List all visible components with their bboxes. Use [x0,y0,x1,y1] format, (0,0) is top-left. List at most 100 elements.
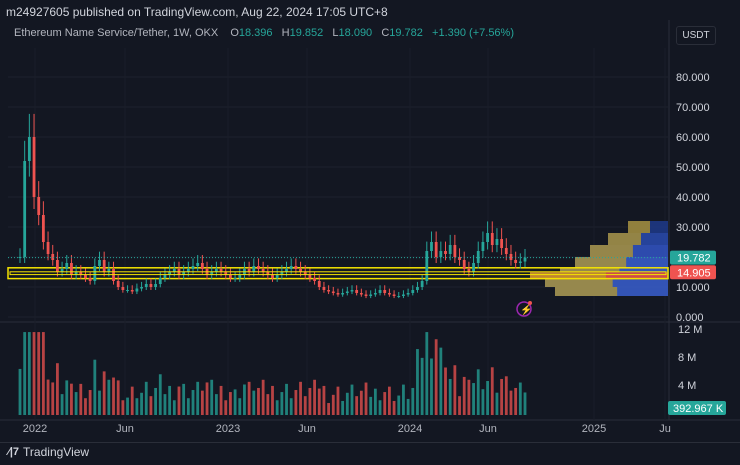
change-value: +1.390 (+7.56%) [432,27,514,39]
candle-body [51,254,55,260]
candle-body [154,284,158,287]
volume-bar [233,389,237,415]
candle-body [163,275,167,278]
candle-body [172,269,176,272]
candle-body [303,272,307,275]
volume-bar [224,400,228,415]
candle-body [439,251,443,257]
candle-body [313,278,316,281]
candle-body [341,293,345,295]
candle-body [60,269,64,272]
candle-body [121,287,125,290]
volume-bar [434,339,438,415]
volume-bar [126,397,129,415]
published-header: m24927605 published on TradingView.com, … [6,5,388,19]
candle-body [65,263,69,269]
flash-icon-dot [528,301,532,305]
candle-body [186,269,190,272]
price-axis: 80.00070.00060.00050.00040.00030.00020.0… [676,72,710,324]
volume-profile-bar [555,287,618,296]
volume-bar [252,390,256,415]
volume-bar [514,387,518,415]
candle-body [411,290,415,293]
volume-bar [495,392,499,415]
volume-bar [210,379,214,415]
volume-bar [229,392,232,415]
candle-body [504,248,508,254]
price-tick-label: 0.000 [676,312,704,324]
candle-body [88,278,92,281]
candle-body [373,293,377,295]
volume-profile-bar [545,279,613,287]
volume-profile-bar [575,257,627,268]
candle-body [191,266,195,269]
volume-bar [186,398,190,415]
candle-body [238,275,242,278]
candle-body [46,242,50,254]
volume-bar [486,381,489,415]
volume-bar [191,390,195,415]
volume-bar [518,382,522,415]
volume-bar [504,376,508,415]
candle-body [182,272,186,275]
candle-body [261,269,265,272]
volume-bar [359,390,363,415]
brand-name: TradingView [23,445,90,459]
last-price-tag-bg [670,250,716,265]
last-volume-tag: 392.967 K [673,403,724,415]
volume-bar [275,400,279,415]
volume-bar [523,392,527,415]
candle-body [257,266,260,269]
candle-body [327,290,331,292]
volume-bar [37,332,41,415]
time-tick-label: 2023 [216,423,240,435]
support-zone-inner [9,271,667,276]
volume-bar [467,379,471,415]
candle-body [486,233,489,242]
candle-body [453,245,457,257]
candle-body [266,272,270,275]
candle-body [27,137,31,161]
volume-bar [266,394,270,415]
flash-icon[interactable]: ⚡ [516,301,532,317]
volume-bar [317,388,321,415]
time-tick-label: Ju [659,423,671,435]
volume-bar [392,400,396,415]
candle-body [299,269,302,272]
volume-bar [56,363,59,415]
volume-bar [341,400,345,415]
close-value: 19.782 [389,27,423,39]
price-chart[interactable]: 80.00070.00060.00050.00040.00030.00020.0… [0,0,740,442]
candle-body [425,251,429,281]
volume-bar [387,386,391,415]
volume-bar [27,332,31,415]
candle-body [229,275,232,278]
candle-body [345,291,349,293]
volume-bar [41,332,45,415]
support-zone [7,267,669,280]
last-price-tag: 19.782 [677,253,711,265]
currency-button[interactable]: USDT [676,26,716,45]
volume-bar [509,390,513,415]
candle-body [392,294,396,296]
volume-bar [271,385,274,415]
candle-body [196,263,200,266]
price-tick-label: 50.000 [676,162,710,174]
candle-body [514,260,518,263]
volume-bar [18,368,22,415]
volume-bar [102,371,106,415]
volume-bar [406,398,410,415]
zone-price-tag-bg [670,265,716,280]
flash-icon-ring [516,301,532,317]
candle-body [509,254,513,260]
volume-bar [32,332,36,415]
tradingview-brand[interactable]: ⁄|7 TradingView [8,445,89,459]
volume-axis: 12 M 8 M 4 M [678,324,702,392]
candle-body [359,293,363,295]
volume-tick-label: 8 M [678,352,696,364]
time-tick-label: Jun [479,423,497,435]
symbol-title[interactable]: Ethereum Name Service/Tether, 1W, OKX [14,27,219,39]
volume-bar [289,398,293,415]
candle-body [102,260,106,272]
candle-body [458,257,461,260]
